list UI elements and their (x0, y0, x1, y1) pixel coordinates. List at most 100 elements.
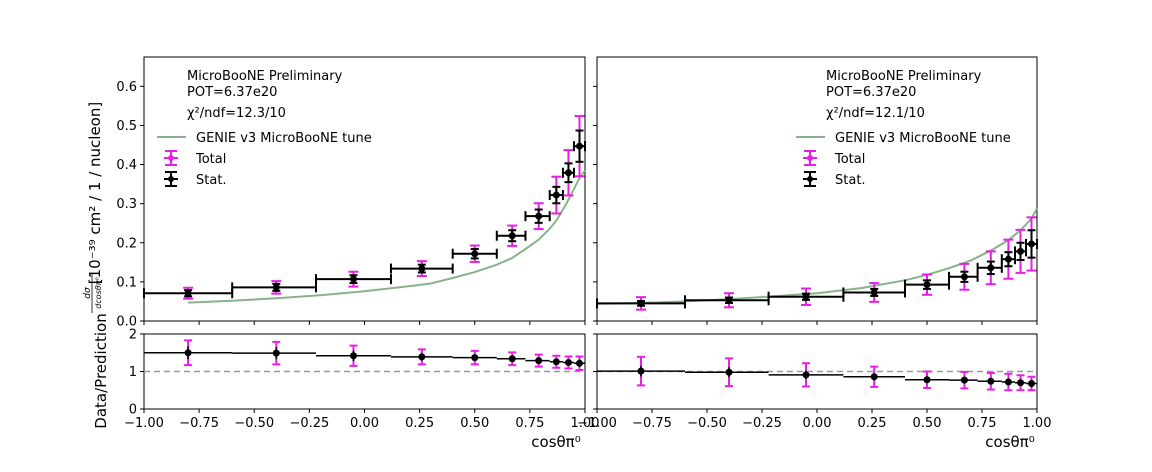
y-axis-fraction-numerator: dσ (83, 287, 93, 299)
left-legend-model-label: GENIE v3 MicroBooNE tune (196, 131, 372, 146)
right-data-point (1014, 228, 1027, 274)
left-data-marker (552, 191, 560, 199)
right-panel: −1.00 −0.75 −0.50 −0.25 0.00 0.25 0.50 0.75 1.00… (577, 56, 1052, 451)
left-data-point (572, 115, 586, 178)
left-data-point (548, 175, 564, 215)
left-ratio-point (496, 351, 526, 367)
right-ratio-marker (802, 371, 810, 379)
right-data-marker (870, 288, 878, 296)
left-x-axis-label: cosθπ⁰ (531, 433, 580, 451)
ratio-y-axis-label: Data/Prediction (92, 313, 110, 428)
right-annotation-line3: χ²/ndf=12.1/10 (826, 106, 925, 121)
left-annotation-line2: POT=6.37e20 (187, 85, 277, 100)
left-ratio-marker (564, 359, 572, 366)
right-x-tick-label: 0.00 (803, 416, 832, 431)
left-ratio-y-tick-label: 1 (129, 365, 137, 380)
left-legend-total-swatch (164, 150, 178, 166)
right-ratio-point (1026, 375, 1037, 392)
right-data-marker (960, 273, 968, 281)
right-ratio-marker (637, 367, 645, 375)
left-ratio-plot: −1.00 −0.75 −0.50 −0.25 0.00 0.25 0.50 0.75 1.00… (124, 328, 599, 432)
right-ratio-marker (1028, 380, 1035, 387)
left-data-marker (575, 142, 583, 150)
left-y-tick-label: 0.6 (116, 80, 137, 95)
right-data-marker (987, 264, 995, 272)
left-ratio-point (525, 353, 550, 368)
right-ratio-marker (960, 376, 968, 384)
left-data-point (451, 244, 498, 263)
right-x-tick-label: 0.75 (968, 416, 997, 431)
right-legend-model-label: GENIE v3 MicroBooNE tune (835, 131, 1011, 146)
right-ratio-marker (1017, 379, 1024, 387)
left-x-tick-label: 0.50 (460, 416, 489, 431)
right-legend-stat-swatch (803, 171, 817, 187)
left-main-plot: 0.0 0.1 0.2 0.3 0.4 0.5 0.6 (116, 56, 586, 330)
right-ratio-marker (923, 376, 931, 384)
right-ratio-marker (870, 373, 878, 381)
left-annotation-line1: MicroBooNE Preliminary (187, 69, 343, 84)
right-ratio-point (1015, 374, 1026, 392)
right-data-point (904, 273, 950, 296)
left-x-tick-label: −1.00 (124, 416, 164, 431)
left-x-tick-label: −0.25 (289, 416, 329, 431)
left-data-point (495, 224, 527, 247)
left-x-tick-label: −0.50 (234, 416, 274, 431)
right-data-point (948, 262, 979, 291)
left-y-tick-label: 0.5 (116, 119, 137, 134)
left-ratio-y-tick-label: 0 (129, 403, 137, 418)
right-x-tick-label: 1.00 (1023, 416, 1052, 431)
right-ratio-point (768, 362, 844, 388)
left-y-tick-label: 0.4 (116, 158, 137, 173)
right-ratio-point (905, 370, 949, 389)
right-ratio-point (843, 365, 905, 388)
right-x-axis-label: cosθπ⁰ (985, 433, 1034, 451)
right-data-marker (923, 281, 931, 289)
y-axis-label: [10⁻³⁹ cm² / 1 / nucleon] (86, 102, 104, 284)
left-data-marker (535, 212, 543, 220)
left-ratio-marker (535, 357, 543, 365)
left-y-tick-label: 0.3 (116, 197, 137, 212)
left-ratio-point (315, 344, 391, 367)
left-ratio-point (144, 339, 233, 367)
right-x-tick-label: −0.25 (742, 416, 782, 431)
left-ratio-marker (418, 353, 426, 361)
left-panel: 0.0 0.1 0.2 0.3 0.4 0.5 0.6 −1.00 −0.75 −0.50 −0.… (116, 56, 599, 451)
right-data-marker (1028, 240, 1035, 248)
y-axis-fraction-denominator: dcosθπ⁰ (94, 276, 103, 308)
right-ratio-point (977, 372, 1002, 391)
left-ratio-point (232, 340, 316, 366)
right-legend-total-label: Total (834, 152, 865, 167)
right-x-tick-label: −0.75 (632, 416, 672, 431)
left-data-marker (184, 289, 192, 297)
right-legend-stat-label: Stat. (835, 173, 866, 188)
left-x-tick-label: 0.75 (515, 416, 544, 431)
right-annotation: MicroBooNE Preliminary POT=6.37e20 χ²/nd… (826, 69, 982, 121)
right-x-tick-label: 0.25 (858, 416, 887, 431)
left-data-point (143, 286, 234, 300)
left-ratio-point (573, 355, 585, 371)
left-ratio-marker (184, 349, 192, 357)
right-data-point (976, 250, 1003, 286)
left-data-marker (508, 232, 516, 240)
left-data-point (314, 270, 392, 288)
y-axis-title: [10⁻³⁹ cm² / 1 / nucleon] (86, 102, 104, 284)
right-x-tick-label: −0.50 (687, 416, 727, 431)
right-ratio-point (685, 357, 769, 388)
left-data-point (231, 280, 317, 295)
left-ratio-marker (552, 358, 560, 366)
left-annotation-line3: χ²/ndf=12.3/10 (187, 106, 286, 121)
left-ratio-marker (471, 354, 479, 362)
left-ratio-marker (349, 352, 357, 360)
left-annotation: MicroBooNE Preliminary POT=6.37e20 χ²/nd… (187, 69, 343, 121)
right-ratio-point (1001, 372, 1015, 392)
left-ratio-point (562, 355, 574, 370)
left-legend-total-label: Total (195, 152, 226, 167)
right-ratio-plot: −1.00 −0.75 −0.50 −0.25 0.00 0.25 0.50 0.75 1.00 (577, 333, 1052, 431)
left-data-point (389, 260, 454, 278)
left-data-marker (272, 283, 280, 291)
right-main-plot (593, 56, 1038, 325)
left-data-point (561, 149, 575, 197)
left-legend-stat-swatch (164, 171, 178, 187)
right-data-point (1000, 238, 1016, 280)
